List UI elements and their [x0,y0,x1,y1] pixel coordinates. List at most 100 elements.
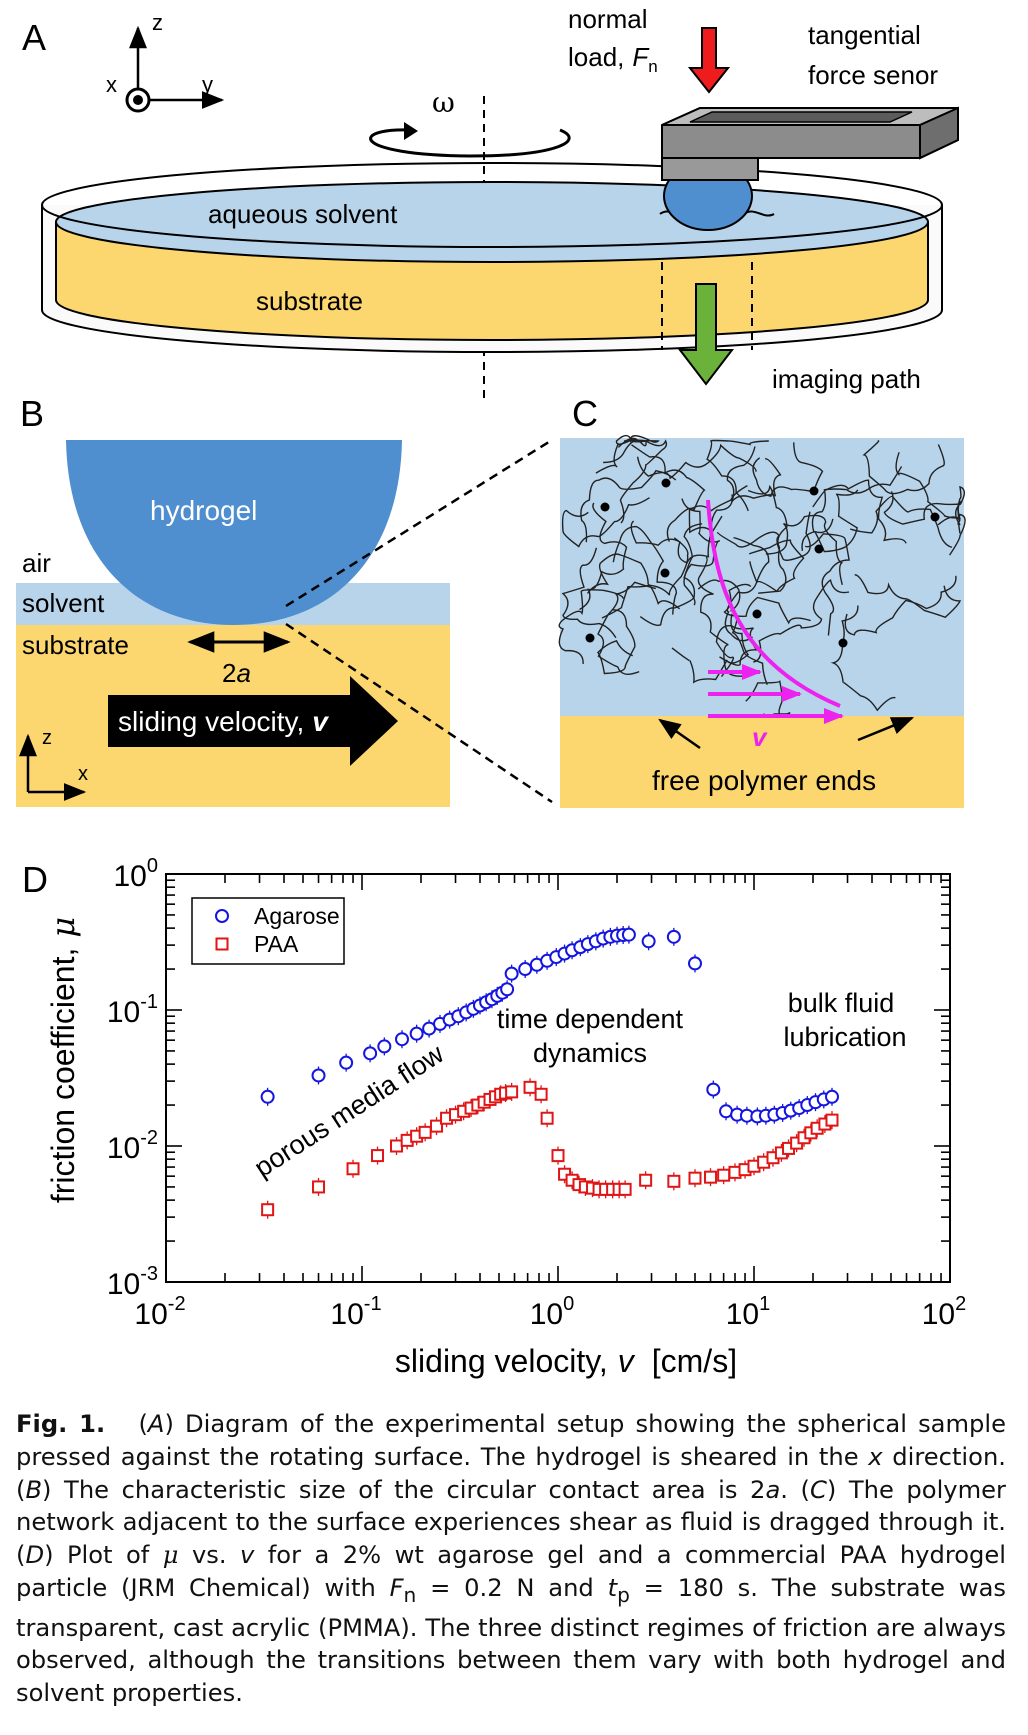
caption-F-value: = 0.2 N and [430,1573,594,1602]
aqueous-solvent-label: aqueous solvent [208,199,398,229]
polymer-chain [812,479,907,544]
data-point [523,1080,537,1094]
panel-c: C v free polymer ends [558,393,966,808]
data-point [395,1032,410,1047]
annotation-dynamics: dynamics [533,1038,647,1068]
polymer-chain [895,452,966,556]
polymer-chain [697,556,745,677]
data-point [551,1149,565,1163]
caption-fig-label: Fig. 1. [16,1410,106,1438]
data-point [505,1085,519,1099]
data-point [390,1139,404,1153]
polymer-chain [747,484,788,594]
data-point [500,982,515,997]
data-point [311,1068,326,1083]
polymer-chain [688,484,748,534]
crosslink-point [752,609,762,619]
data-point [260,1089,275,1104]
friction-chart: 10-2 10-1 100 101 10210-310-210-1100sliding … [44,855,966,1379]
data-point [518,962,533,977]
data-point [667,1174,681,1188]
polymer-chain [597,581,656,675]
caption-part-d-1: Plot of [66,1541,150,1570]
normal-load-line1: normal [568,4,647,34]
data-point [639,1173,653,1187]
polymer-chain [715,624,758,678]
caption-part-a: Diagram of the experimental setup showin… [16,1410,1007,1471]
contact-size-label: 2a [222,658,251,688]
polymer-chain [558,589,625,664]
annotation-time-dependent: time dependent [497,1004,684,1034]
caption-part-c: The polymer network adjacent to the surf… [16,1475,1007,1537]
data-point [618,1182,632,1196]
crosslink-point [600,502,610,512]
data-point [346,1162,360,1176]
polymer-chain [561,547,617,639]
data-point [824,1089,839,1104]
data-point [621,927,636,942]
polymer-chain [724,537,770,642]
caption-part-a-end: direction. [892,1442,1006,1471]
hydrogel-label: hydrogel [150,495,257,526]
panel-b-letter: B [20,393,44,434]
sample-and-sensor [659,106,959,231]
polymer-chain [716,511,811,561]
panel-d: D 10-2 10-1 100 101 10210-310-210-1100slidin… [22,855,966,1379]
polymer-chain [862,440,945,495]
normal-load-arrow: normal load, Fn [568,4,731,94]
y-tick-label: 10-2 [107,1127,158,1165]
series-paa [261,1078,839,1219]
polymer-chain [636,443,757,480]
polymer-chain [804,533,850,636]
polymer-chain [726,446,782,503]
panel-c-letter: C [572,393,598,434]
data-point [261,1203,275,1217]
polymer-chain [723,583,811,625]
air-label: air [22,548,51,578]
polymer-chain [561,497,650,548]
y-axis-title: friction coefficient,μ [44,917,82,1203]
caption-x-symbol: x [868,1442,883,1471]
sensor-label-line2: force senor [808,60,938,90]
data-point [339,1055,354,1070]
polymer-chain [612,525,678,615]
annotation-bulk-fluid: bulk fluid [788,988,895,1018]
data-point [666,929,681,944]
caption-part-b: The characteristic size of the circular … [64,1475,766,1504]
caption-F-sub: n [403,1582,417,1607]
data-point [371,1149,385,1163]
legend-marker [215,937,229,951]
crosslink-point [809,486,819,496]
crosslink-point [585,633,595,643]
polymer-chain [854,574,962,619]
data-point [717,1168,731,1182]
polymer-chain [765,514,844,585]
caption-part-c-label: C [809,1475,827,1504]
caption-mu: μ [162,1541,179,1570]
substrate-label-a: substrate [256,286,363,316]
legend-label: Agarose [254,903,340,929]
sliding-velocity-label: sliding velocity, v [118,706,329,737]
polymer-chain [595,434,647,474]
z-axis-label: z [152,10,163,35]
polymer-chain [706,439,769,512]
panel-d-letter: D [22,859,48,900]
rotating-dish: aqueous solvent substrate [41,162,943,353]
legend-marker [215,909,229,923]
data-point [534,1087,548,1101]
solvent-label: solvent [22,588,105,618]
data-point [540,1111,554,1125]
polymer-chain [601,537,689,619]
data-point [504,966,519,981]
polymer-chain [753,579,850,663]
data-point [312,1180,326,1194]
polymer-chain [813,489,859,553]
x-tick-label: 10-1 [330,1293,381,1331]
substrate-label-b: substrate [22,630,129,660]
crosslink-point [814,544,824,554]
imaging-path-arrow: imaging path [677,283,921,394]
data-point [363,1046,378,1061]
caption-t-value: = 180 s. The substrate was transparent, … [16,1573,1006,1708]
data-point [409,1026,424,1041]
